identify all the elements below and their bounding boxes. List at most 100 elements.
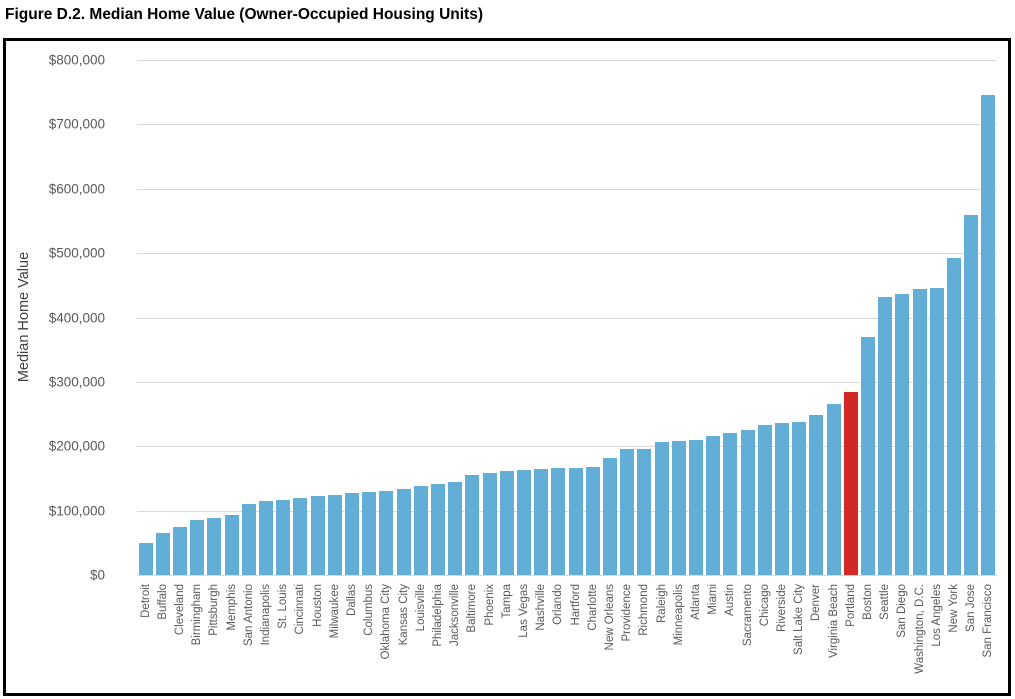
bar-new-york [947,258,961,575]
bar-tampa [499,471,514,575]
bar-pittsburgh [207,518,222,575]
figure-title: Figure D.2. Median Home Value (Owner-Occ… [5,6,483,23]
x-label-columbus: Columbus [363,584,376,636]
x-label-washington-d-c: Washington, D.C. [913,584,926,674]
bar-salt-lake-city [792,421,807,575]
y-tick-label: $300,000 [48,374,105,390]
y-tick-label: $400,000 [48,310,105,325]
gridline-300000 [137,381,997,383]
bar-boston [861,336,875,575]
x-label-san-diego: San Diego [896,584,909,638]
bar-las-vegas [517,470,531,575]
bar-orlando [551,468,566,575]
x-label-indianapolis: Indianapolis [260,584,272,646]
y-axis-title: Median Home Value [16,251,32,383]
x-label-cleveland: Cleveland [174,584,186,636]
gridline-500000 [137,253,997,255]
x-label-austin: Austin [724,584,737,616]
x-label-hartford: Hartford [569,584,582,626]
bar-detroit [138,542,153,575]
x-label-houston: Houston [311,584,324,627]
gridline-400000 [137,317,997,319]
bar-oklahoma-city [379,490,394,575]
bar-birmingham [190,520,205,575]
bar-new-orleans [603,458,617,575]
bar-kansas-city [396,489,411,575]
bar-washington-d-c [912,288,927,575]
bar-st-louis [276,499,291,575]
bar-philadelphia [431,484,445,575]
x-label-new-york: New York [948,584,960,633]
gridline-100000 [137,510,997,512]
x-label-oklahoma-city: Oklahoma City [380,584,393,660]
bar-cleveland [173,526,187,575]
x-label-philadelphia: Philadelphia [432,584,444,647]
gridline-200000 [137,446,997,448]
bar-columbus [362,491,377,575]
x-label-boston: Boston [862,584,874,620]
gridline-600000 [137,188,997,190]
x-label-atlanta: Atlanta [690,584,702,620]
x-label-raleigh: Raleigh [655,584,668,623]
bar-chicago [757,425,772,575]
x-label-riverside: Riverside [776,584,788,632]
bar-seattle [878,296,893,575]
bar-richmond [637,448,652,575]
bar-san-francisco [981,95,996,575]
bar-jacksonville [448,481,463,575]
y-tick-label: $0 [89,567,105,583]
plot-area: $0 $100,000 $200,000 $300,000 $400,000 $500,0… [49,53,997,674]
x-label-minneapolis: Minneapolis [672,584,685,646]
bar-louisville [413,486,428,575]
x-label-sacramento: Sacramento [741,584,754,647]
bar-hartford [568,467,583,575]
x-label-salt-lake-city: Salt Lake City [793,584,806,655]
x-label-cincinnati: Cincinnati [294,584,307,635]
bar-cincinnati [293,498,308,575]
x-label-jacksonville: Jacksonville [449,584,462,646]
x-label-new-orleans: New Orleans [604,584,616,651]
bar-atlanta [689,440,703,575]
x-label-los-angeles: Los Angeles [930,584,943,647]
x-label-louisville: Louisville [414,584,427,632]
x-label-providence: Providence [621,584,634,642]
x-label-kansas-city: Kansas City [397,584,410,646]
bar-san-antonio [241,503,256,575]
x-label-portland: Portland [844,584,857,627]
bar-memphis [224,514,239,575]
x-label-nashville: Nashville [535,584,548,631]
x-label-chicago: Chicago [758,584,771,627]
x-label-miami: Miami [707,584,720,615]
gridline-700000 [137,124,997,126]
bar-providence [620,449,635,575]
bar-miami [706,435,721,575]
y-tick-label: $700,000 [48,116,105,132]
y-tick-label: $200,000 [48,438,105,454]
bar-raleigh [654,442,669,575]
bar-austin [723,433,738,575]
bar-indianapolis [259,500,273,575]
chart-border-frame [3,38,1011,696]
x-label-las-vegas: Las Vegas [518,584,530,638]
x-label-baltimore: Baltimore [466,584,479,633]
x-label-pittsburgh: Pittsburgh [208,584,221,636]
x-label-detroit: Detroit [139,584,152,618]
bar-houston [310,496,325,575]
x-label-denver: Denver [810,584,823,622]
x-label-buffalo: Buffalo [156,584,169,620]
y-tick-label: $800,000 [48,52,105,68]
x-label-san-jose: San Jose [965,584,978,632]
bar-riverside [775,423,789,575]
x-label-charlotte: Charlotte [586,584,599,631]
bar-san-diego [895,293,910,575]
y-tick-label: $600,000 [48,181,105,197]
x-label-birmingham: Birmingham [191,584,204,646]
bar-dallas [345,493,359,575]
bar-denver [809,415,824,575]
bar-baltimore [465,474,480,575]
gridline-0 [137,575,997,576]
x-label-seattle: Seattle [879,584,892,620]
x-label-dallas: Dallas [346,584,358,616]
x-label-phoenix: Phoenix [483,584,496,626]
